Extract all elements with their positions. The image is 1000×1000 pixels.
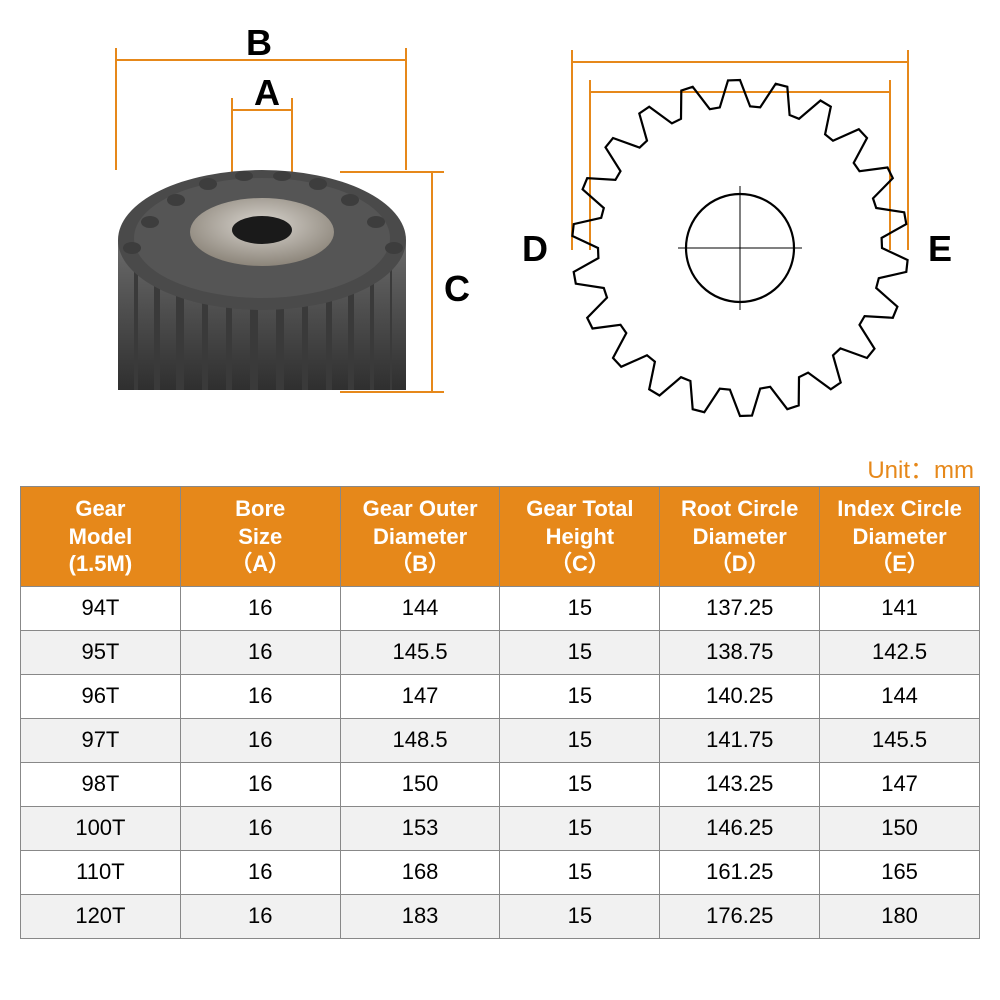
col-index-diameter: Index Circle Diameter （E） xyxy=(820,487,980,587)
table-row: 97T16148.515141.75145.5 xyxy=(21,718,980,762)
table-cell: 110T xyxy=(21,850,181,894)
table-cell: 144 xyxy=(820,674,980,718)
table-cell: 100T xyxy=(21,806,181,850)
dim-label-E: E xyxy=(928,228,952,270)
table-cell: 153 xyxy=(340,806,500,850)
table-cell: 95T xyxy=(21,630,181,674)
table-cell: 168 xyxy=(340,850,500,894)
gear-photo-illustration xyxy=(0,0,480,445)
table-cell: 148.5 xyxy=(340,718,500,762)
table-cell: 15 xyxy=(500,894,660,938)
table-cell: 150 xyxy=(340,762,500,806)
table-cell: 165 xyxy=(820,850,980,894)
diagram-area: B A C D E xyxy=(0,0,1000,445)
table-cell: 97T xyxy=(21,718,181,762)
table-cell: 147 xyxy=(820,762,980,806)
table-cell: 15 xyxy=(500,630,660,674)
table-cell: 143.25 xyxy=(660,762,820,806)
table-cell: 16 xyxy=(180,894,340,938)
table-cell: 141 xyxy=(820,586,980,630)
gear-line-drawing xyxy=(500,0,1000,445)
table-cell: 15 xyxy=(500,806,660,850)
table-cell: 140.25 xyxy=(660,674,820,718)
table-cell: 147 xyxy=(340,674,500,718)
table-cell: 16 xyxy=(180,674,340,718)
table-cell: 120T xyxy=(21,894,181,938)
table-cell: 145.5 xyxy=(340,630,500,674)
dim-label-A: A xyxy=(254,72,280,114)
table-cell: 15 xyxy=(500,850,660,894)
table-cell: 183 xyxy=(340,894,500,938)
table-cell: 15 xyxy=(500,762,660,806)
table-header-row: Gear Model (1.5M) Bore Size （A） Gear Out… xyxy=(21,487,980,587)
dim-label-D: D xyxy=(522,228,548,270)
table-cell: 180 xyxy=(820,894,980,938)
table-cell: 16 xyxy=(180,762,340,806)
table-cell: 141.75 xyxy=(660,718,820,762)
table-row: 100T1615315146.25150 xyxy=(21,806,980,850)
table-cell: 98T xyxy=(21,762,181,806)
table-cell: 15 xyxy=(500,674,660,718)
table-row: 98T1615015143.25147 xyxy=(21,762,980,806)
table-cell: 16 xyxy=(180,850,340,894)
table-cell: 142.5 xyxy=(820,630,980,674)
spec-table: Gear Model (1.5M) Bore Size （A） Gear Out… xyxy=(20,486,980,939)
table-cell: 150 xyxy=(820,806,980,850)
table-row: 96T1614715140.25144 xyxy=(21,674,980,718)
table-cell: 144 xyxy=(340,586,500,630)
dim-label-C: C xyxy=(444,268,470,310)
table-cell: 138.75 xyxy=(660,630,820,674)
col-outer-diameter: Gear Outer Diameter （B） xyxy=(340,487,500,587)
table-cell: 15 xyxy=(500,718,660,762)
table-cell: 96T xyxy=(21,674,181,718)
table-row: 120T1618315176.25180 xyxy=(21,894,980,938)
table-cell: 176.25 xyxy=(660,894,820,938)
table-cell: 15 xyxy=(500,586,660,630)
dim-label-B: B xyxy=(246,22,272,64)
table-cell: 16 xyxy=(180,718,340,762)
col-gear-model: Gear Model (1.5M) xyxy=(21,487,181,587)
col-bore-size: Bore Size （A） xyxy=(180,487,340,587)
col-root-diameter: Root Circle Diameter （D） xyxy=(660,487,820,587)
table-cell: 16 xyxy=(180,586,340,630)
table-cell: 161.25 xyxy=(660,850,820,894)
table-row: 95T16145.515138.75142.5 xyxy=(21,630,980,674)
table-cell: 146.25 xyxy=(660,806,820,850)
table-cell: 16 xyxy=(180,806,340,850)
table-cell: 94T xyxy=(21,586,181,630)
table-row: 94T1614415137.25141 xyxy=(21,586,980,630)
table-cell: 145.5 xyxy=(820,718,980,762)
table-cell: 16 xyxy=(180,630,340,674)
table-row: 110T1616815161.25165 xyxy=(21,850,980,894)
table-cell: 137.25 xyxy=(660,586,820,630)
col-total-height: Gear Total Height （C） xyxy=(500,487,660,587)
unit-label: Unit：mm xyxy=(867,450,974,485)
